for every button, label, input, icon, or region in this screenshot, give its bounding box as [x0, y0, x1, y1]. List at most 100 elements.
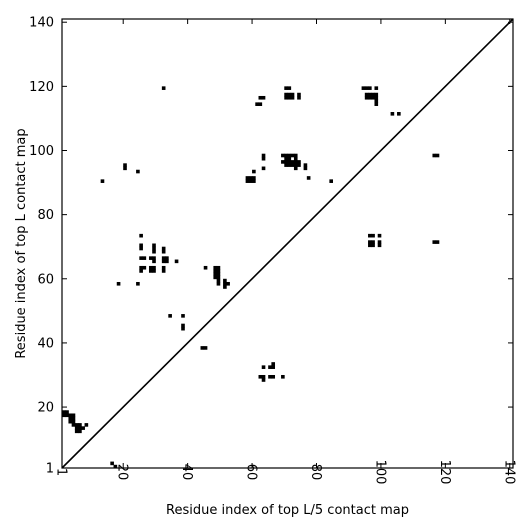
contact-cell	[261, 374, 266, 379]
contact-cell	[65, 410, 69, 414]
contact-cell	[139, 243, 143, 248]
contact-cell	[161, 269, 166, 273]
contact-cell	[258, 374, 263, 379]
contact-cell	[248, 179, 253, 183]
x-tick-label: 40	[179, 464, 194, 481]
contact-cell	[161, 249, 166, 254]
contact-cell	[261, 95, 266, 100]
contact-cell	[152, 265, 156, 270]
contact-cell	[168, 314, 172, 318]
contact-cell	[261, 378, 266, 382]
contact-cell	[78, 429, 82, 434]
contact-cell	[255, 102, 259, 106]
contact-cell	[287, 92, 292, 97]
contact-cell	[161, 86, 166, 90]
contact-cell	[84, 423, 89, 427]
contact-cell	[68, 416, 73, 421]
contact-cell	[290, 160, 295, 164]
contact-cell	[368, 240, 372, 244]
contact-cell	[287, 163, 292, 167]
contact-cell	[374, 99, 379, 103]
contact-cell	[152, 246, 156, 251]
contact-cell	[281, 374, 285, 379]
contact-cell	[148, 265, 153, 270]
contact-cell	[152, 269, 156, 273]
x-axis-label: Residue index of top L/5 contact map	[166, 503, 409, 518]
contact-cell	[216, 278, 221, 283]
contact-cell	[435, 240, 440, 244]
contact-cell	[203, 346, 208, 350]
contact-cell	[371, 95, 375, 100]
contact-cell	[181, 323, 185, 328]
contact-cell	[361, 86, 366, 90]
contact-cell	[174, 259, 179, 264]
contact-cell	[290, 153, 295, 158]
contact-cell	[377, 243, 382, 248]
contact-cell	[78, 426, 82, 430]
x-tick-label: 80	[308, 464, 323, 481]
contact-cell	[306, 176, 311, 180]
contact-cell	[213, 275, 218, 280]
contact-cell	[287, 86, 292, 90]
contact-cell	[303, 163, 308, 167]
contact-cell	[148, 269, 153, 273]
contact-cell	[432, 240, 437, 244]
contact-cell	[71, 419, 76, 424]
y-tick-label: 120	[29, 80, 54, 95]
contact-cell	[287, 95, 292, 100]
contact-cell	[139, 256, 143, 260]
contact-cell	[245, 179, 250, 183]
contact-cell	[139, 246, 143, 251]
contact-cell	[261, 156, 266, 161]
contact-cell	[245, 176, 250, 180]
contact-cell	[290, 95, 295, 100]
contact-cell	[368, 92, 372, 97]
y-tick-label: 40	[37, 336, 54, 351]
contact-cell	[216, 275, 221, 280]
contact-cell	[297, 160, 301, 164]
y-tick-label: 100	[29, 144, 54, 159]
contact-cell	[136, 169, 140, 174]
contact-cell	[374, 92, 379, 97]
contact-cell	[139, 269, 143, 273]
x-tick-label: 120	[437, 460, 452, 485]
contact-cell	[284, 153, 288, 158]
contact-cell	[161, 259, 166, 264]
contact-cell	[223, 278, 227, 283]
contact-cell	[293, 163, 298, 167]
contact-cell	[297, 163, 301, 167]
plot-frame	[61, 18, 514, 469]
contact-cell	[62, 410, 66, 414]
x-tick-label: 140	[501, 460, 516, 485]
contact-cell	[161, 246, 166, 251]
contact-cell	[284, 156, 288, 161]
contact-cell	[284, 86, 288, 90]
contact-cell	[368, 243, 372, 248]
contact-cell	[261, 166, 266, 171]
contact-cell	[252, 176, 256, 180]
contact-cell	[223, 285, 227, 289]
contact-cell	[371, 243, 375, 248]
contact-cell	[377, 233, 382, 238]
contact-cell	[223, 281, 227, 286]
contact-cell	[152, 259, 156, 264]
contact-cell	[261, 365, 266, 369]
contact-cell	[290, 163, 295, 167]
contact-cell	[287, 156, 292, 161]
contact-cell	[213, 272, 218, 276]
contact-cell	[258, 102, 263, 106]
contact-cell	[284, 95, 288, 100]
contact-cell	[364, 95, 369, 100]
contact-cell	[181, 326, 185, 331]
contact-cell	[271, 365, 276, 369]
contact-cell	[248, 176, 253, 180]
contact-cell	[268, 365, 272, 369]
x-tick-label: 100	[372, 460, 387, 485]
contact-cell	[293, 156, 298, 161]
contact-cell	[374, 86, 379, 90]
contact-cell	[374, 95, 379, 100]
contact-cell	[71, 423, 76, 427]
contact-cell	[152, 243, 156, 248]
contact-cell	[226, 281, 230, 286]
